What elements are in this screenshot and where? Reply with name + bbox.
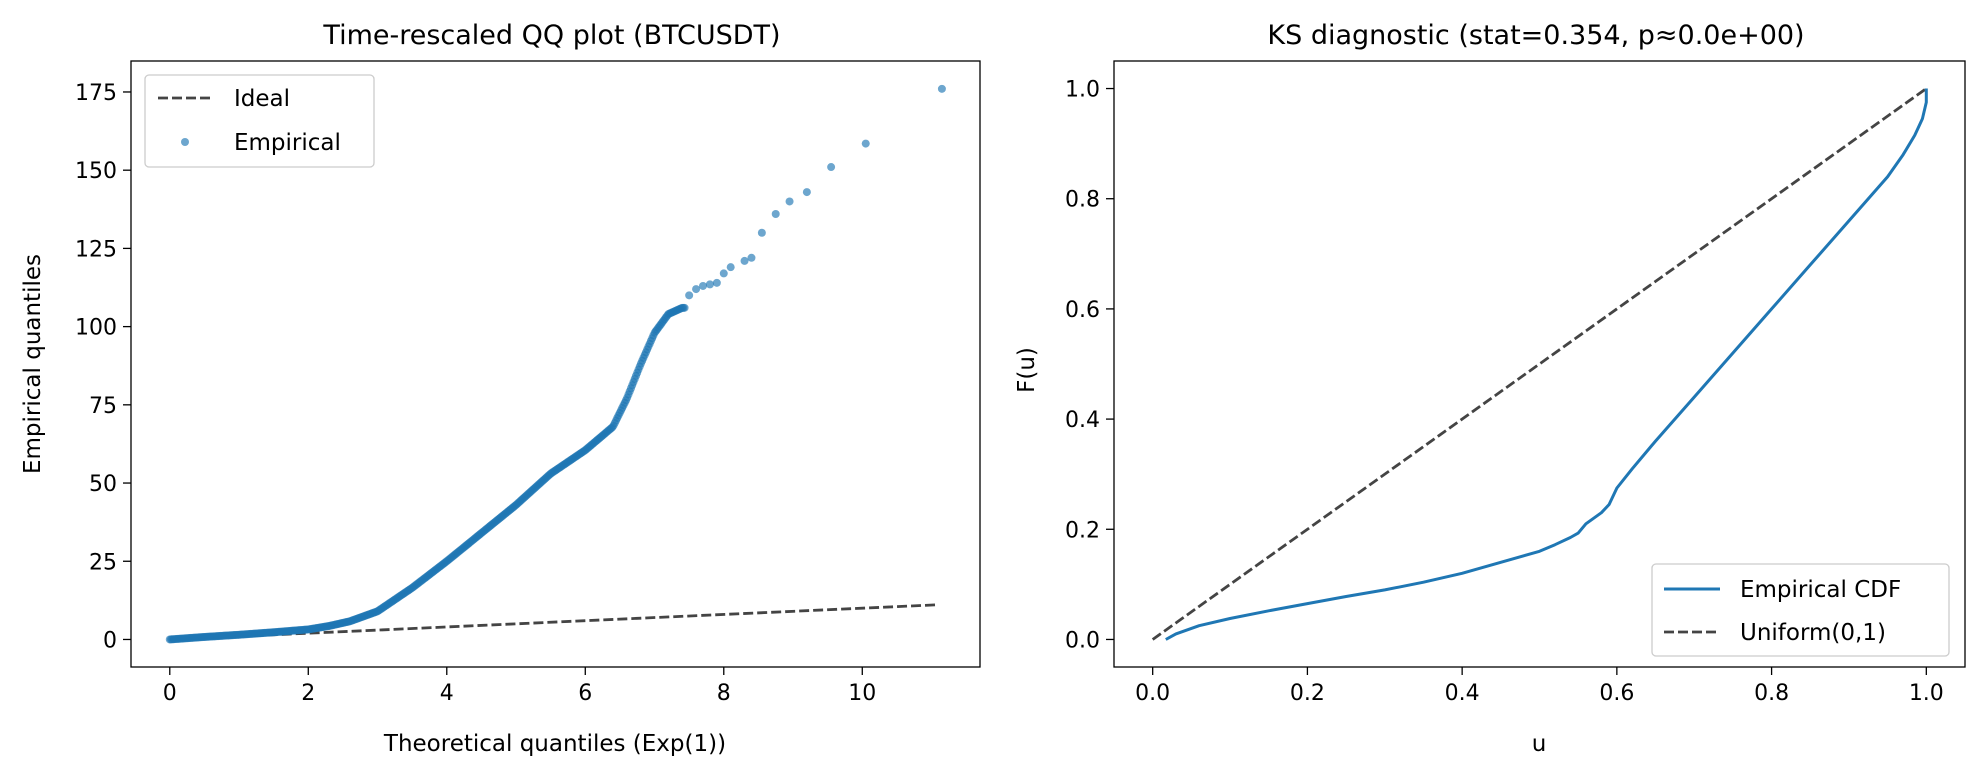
qq-xtick-label: 10 <box>848 681 876 706</box>
qq-ytick-label: 125 <box>75 237 117 262</box>
qq-point <box>861 139 870 148</box>
qq-point <box>747 253 756 262</box>
qq-ytick-label: 175 <box>75 81 117 106</box>
qq-point <box>680 303 689 312</box>
qq-point <box>740 256 749 265</box>
ks-ytick-label: 0.2 <box>1065 518 1100 543</box>
ks-uniform-line <box>1151 87 1928 641</box>
qq-point <box>692 285 701 294</box>
qq-point <box>771 209 780 218</box>
qq-point <box>827 163 836 172</box>
qq-xtick-label: 6 <box>578 681 592 706</box>
qq-legend: Ideal Empirical <box>144 74 375 168</box>
ks-ytick-label: 0.6 <box>1065 298 1100 323</box>
ks-xtick-label: 0.6 <box>1599 681 1634 706</box>
ks-marks <box>1151 87 1928 641</box>
qq-ytick-label: 50 <box>89 472 117 497</box>
ks-legend-uniform-label: Uniform(0,1) <box>1740 620 1886 646</box>
qq-point <box>937 84 946 93</box>
qq-ytick-label: 100 <box>75 316 117 341</box>
qq-marks <box>165 84 946 644</box>
qq-xtick-label: 2 <box>301 681 315 706</box>
qq-point <box>705 280 714 289</box>
ks-legend-frame <box>1651 563 1950 657</box>
qq-title: Time-rescaled QQ plot (BTCUSDT) <box>322 20 780 51</box>
ks-xtick-label: 0.4 <box>1445 681 1480 706</box>
qq-point <box>699 281 708 290</box>
ks-legend: Empirical CDF Uniform(0,1) <box>1651 563 1950 657</box>
ks-ytick-label: 1.0 <box>1065 78 1100 103</box>
ks-panel: KS diagnostic (stat=0.354, p≈0.0e+00) 0.… <box>1014 20 1966 757</box>
ks-xlabel: u <box>1532 731 1547 757</box>
ks-legend-empirical-label: Empirical CDF <box>1740 577 1901 603</box>
qq-ylabel: Empirical quantiles <box>20 254 46 474</box>
ks-ytick-label: 0.0 <box>1065 628 1100 653</box>
qq-xtick-label: 4 <box>440 681 454 706</box>
qq-ytick-label: 0 <box>103 628 117 653</box>
ks-xtick-label: 0.2 <box>1290 681 1325 706</box>
qq-legend-empirical-label: Empirical <box>234 130 341 156</box>
ks-axes-frame <box>1113 60 1966 668</box>
qq-point <box>757 228 766 237</box>
qq-point <box>785 197 794 206</box>
ks-empirical-cdf-line <box>1165 88 1928 641</box>
ks-ylabel: F(u) <box>1014 347 1040 393</box>
qq-legend-ideal-label: Ideal <box>234 86 290 112</box>
qq-panel: Time-rescaled QQ plot (BTCUSDT) 0 2 4 6 8 100… <box>20 20 981 757</box>
qq-point <box>719 269 728 278</box>
qq-ytick-label: 25 <box>89 550 117 575</box>
qq-point <box>712 278 721 287</box>
qq-axes-frame <box>130 60 981 668</box>
qq-point <box>802 188 811 197</box>
qq-point <box>685 291 694 300</box>
ks-ticks: 0.0 0.2 0.4 0.6 0.8 1.0 0.0 0.2 0.4 0.6 0.8 1.0 <box>1065 78 1944 706</box>
qq-xtick-label: 0 <box>163 681 177 706</box>
qq-xlabel: Theoretical quantiles (Exp(1)) <box>383 731 726 757</box>
qq-xtick-label: 8 <box>717 681 731 706</box>
ks-xtick-label: 0.0 <box>1135 681 1170 706</box>
qq-ytick-label: 150 <box>75 159 117 184</box>
ks-xtick-label: 1.0 <box>1909 681 1944 706</box>
qq-point <box>726 263 735 272</box>
ks-xtick-label: 0.8 <box>1754 681 1789 706</box>
qq-ytick-label: 75 <box>89 394 117 419</box>
ks-ytick-label: 0.4 <box>1065 408 1100 433</box>
ks-title: KS diagnostic (stat=0.354, p≈0.0e+00) <box>1267 20 1804 51</box>
qq-legend-empirical-swatch <box>181 138 189 146</box>
ks-ytick-label: 0.8 <box>1065 188 1100 213</box>
